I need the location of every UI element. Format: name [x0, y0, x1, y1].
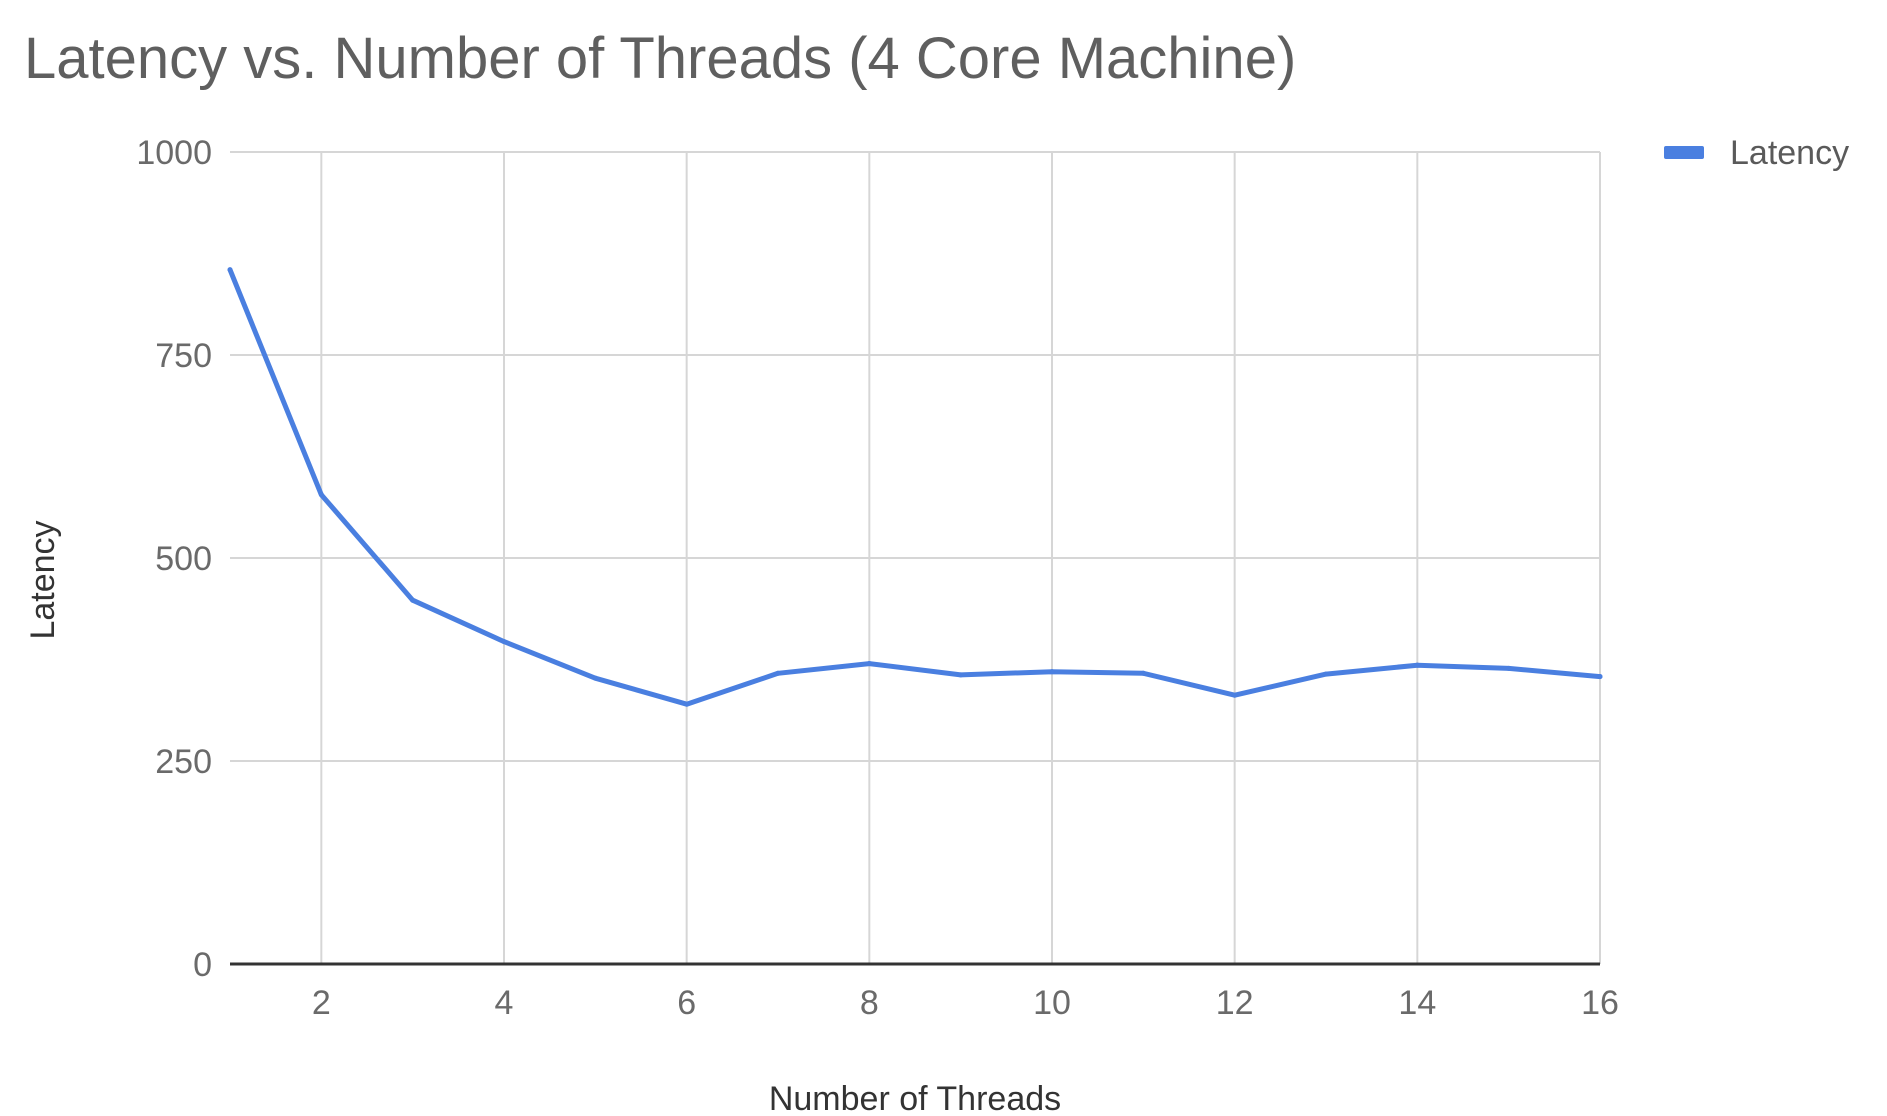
series-layer [227, 267, 1603, 707]
y-tick-label: 250 [155, 743, 212, 781]
data-point [1323, 671, 1329, 677]
x-axis-title: Number of Threads [769, 1080, 1061, 1116]
x-tick-label: 10 [1033, 984, 1071, 1022]
y-axis-title: Latency [24, 520, 62, 639]
x-tick-label: 4 [495, 984, 514, 1022]
y-tick-label: 750 [155, 337, 212, 375]
x-tick-label: 14 [1398, 984, 1436, 1022]
data-point [684, 701, 690, 707]
data-point [866, 661, 872, 667]
data-point [501, 639, 507, 645]
y-tick-label: 500 [155, 540, 212, 578]
x-tick-label: 6 [677, 984, 696, 1022]
y-tick-label: 0 [193, 946, 212, 984]
data-point [958, 672, 964, 678]
x-tick-label: 16 [1581, 984, 1619, 1022]
y-tick-label: 1000 [136, 134, 212, 172]
data-point [227, 267, 233, 273]
data-point [592, 675, 598, 681]
grid [230, 151, 1601, 964]
legend: Latency [1664, 134, 1849, 172]
legend-swatch [1664, 146, 1704, 159]
data-point [775, 670, 781, 676]
data-point [1140, 670, 1146, 676]
x-tick-label: 2 [312, 984, 331, 1022]
data-point [1049, 669, 1055, 675]
data-point [1597, 674, 1603, 680]
axes: 0 250 500 750 1000 2 4 6 8 10 12 14 16 [136, 134, 1619, 1022]
legend-label: Latency [1730, 134, 1849, 172]
chart-title: Latency vs. Number of Threads (4 Core Ma… [24, 26, 1296, 91]
x-tick-label: 12 [1216, 984, 1254, 1022]
series-line-latency [227, 267, 1603, 707]
data-point [1414, 662, 1420, 668]
x-tick-label: 8 [860, 984, 879, 1022]
data-point [318, 492, 324, 498]
data-point [1506, 665, 1512, 671]
data-point [410, 597, 416, 603]
data-point [1232, 692, 1238, 698]
